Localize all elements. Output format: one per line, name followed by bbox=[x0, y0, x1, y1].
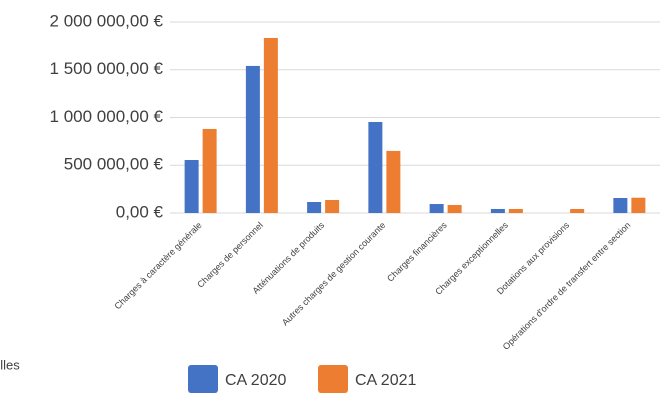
bar bbox=[490, 208, 505, 213]
bar bbox=[386, 150, 401, 213]
legend-swatch bbox=[188, 365, 218, 393]
bar bbox=[368, 121, 383, 213]
y-tick-label: 1 000 000,00 € bbox=[50, 107, 164, 126]
legend-swatch bbox=[318, 365, 348, 393]
bar bbox=[325, 200, 340, 213]
y-tick-label: 0,00 € bbox=[116, 202, 164, 221]
bar bbox=[184, 159, 199, 213]
bar bbox=[245, 65, 260, 214]
bar bbox=[570, 208, 585, 213]
clipped-text: elles bbox=[0, 357, 20, 372]
bar bbox=[631, 197, 646, 213]
bar bbox=[307, 202, 322, 213]
x-tick-label: Charges à caractère générale bbox=[112, 220, 203, 311]
y-tick-label: 1 500 000,00 € bbox=[50, 59, 164, 78]
x-tick-label: Autres charges de gestion courante bbox=[280, 220, 388, 328]
bar bbox=[263, 37, 278, 213]
legend-label: CA 2020 bbox=[225, 372, 286, 389]
y-tick-label: 2 000 000,00 € bbox=[50, 11, 164, 30]
bar bbox=[429, 204, 444, 213]
bar bbox=[613, 198, 628, 213]
bar bbox=[202, 128, 217, 213]
x-tick-label: Charges financières bbox=[385, 220, 449, 284]
x-tick-label: Charges de personnel bbox=[195, 220, 265, 290]
bar bbox=[447, 204, 462, 213]
y-tick-label: 500 000,00 € bbox=[64, 155, 164, 174]
bar bbox=[508, 208, 523, 213]
legend-label: CA 2021 bbox=[355, 372, 416, 389]
x-tick-label: Opérations d'ordre de transfert entre se… bbox=[501, 220, 633, 352]
